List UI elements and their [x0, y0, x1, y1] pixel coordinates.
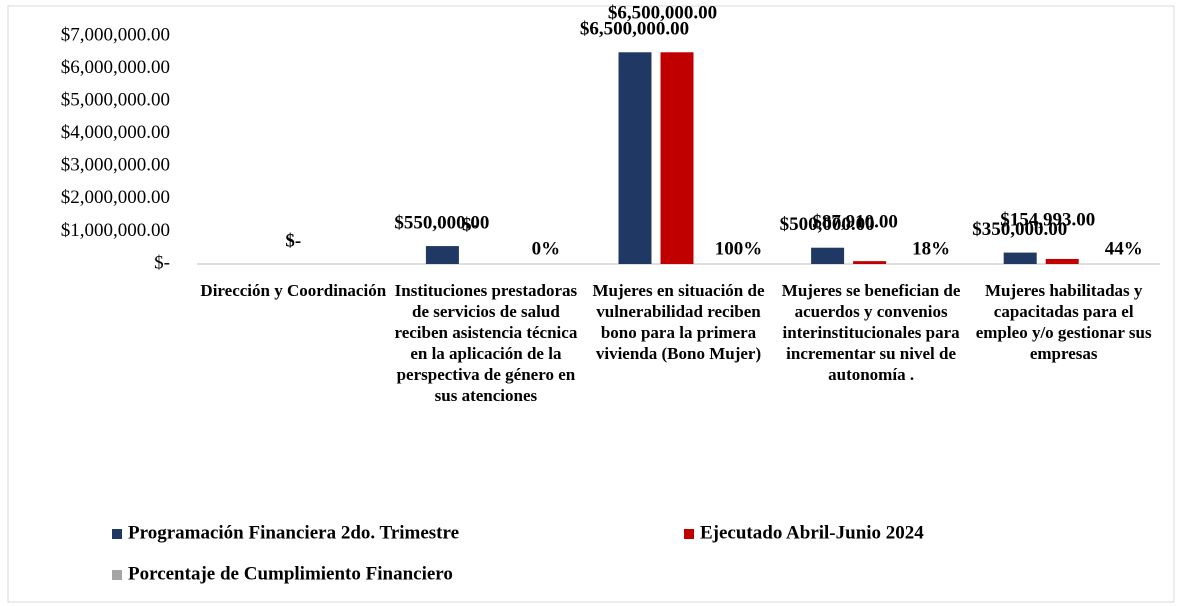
legend-swatch [684, 529, 694, 539]
bar [811, 247, 845, 264]
bar [660, 52, 694, 265]
legend-label: Ejecutado Abril-Junio 2024 [700, 522, 924, 543]
y-tick-label: $5,000,000.00 [61, 90, 170, 111]
legend-label: Programación Financiera 2do. Trimestre [128, 522, 459, 543]
data-label: 44% [1105, 238, 1143, 259]
y-tick-label: $6,000,000.00 [61, 57, 170, 78]
data-label: $6,500,000.00 [608, 3, 717, 24]
legend-swatch [112, 570, 122, 580]
y-tick-label: $2,000,000.00 [61, 187, 170, 208]
x-tick-label: Mujeres en situación de vulnerabilidad r… [592, 281, 765, 363]
chart-border [7, 5, 1175, 603]
data-label: 18% [912, 238, 950, 259]
y-tick-label: $3,000,000.00 [61, 155, 170, 176]
y-tick-label: $7,000,000.00 [61, 24, 170, 45]
bar [1003, 252, 1037, 264]
x-tick-label: Mujeres se benefician de acuerdos y conv… [781, 281, 961, 384]
data-label: 0% [532, 238, 561, 259]
x-tick-label: Mujeres habilitadas y capacitadas para e… [975, 281, 1152, 363]
bar [618, 52, 652, 265]
data-label: $500,000.00 [780, 214, 875, 235]
legend-swatch [112, 529, 122, 539]
data-label: $87,910.00 [812, 211, 898, 232]
bar [425, 246, 459, 264]
bar [1045, 258, 1079, 264]
y-tick-label: $- [154, 252, 170, 273]
data-label: $154,993.00 [1000, 209, 1095, 230]
data-label: $- [462, 214, 478, 235]
data-label: $350,000.00 [972, 219, 1067, 240]
y-tick-label: $4,000,000.00 [61, 122, 170, 143]
y-tick-label: $1,000,000.00 [61, 220, 170, 241]
bar [853, 261, 887, 264]
data-label: $550,000.00 [394, 212, 489, 233]
data-label: $- [285, 230, 301, 251]
x-tick-label: Instituciones prestadoras de servicios d… [394, 281, 578, 405]
data-label: $6,500,000.00 [580, 19, 689, 40]
data-label: 100% [715, 238, 763, 259]
x-tick-label: Dirección y Coordinación [200, 281, 387, 300]
legend-label: Porcentaje de Cumplimiento Financiero [128, 563, 453, 584]
